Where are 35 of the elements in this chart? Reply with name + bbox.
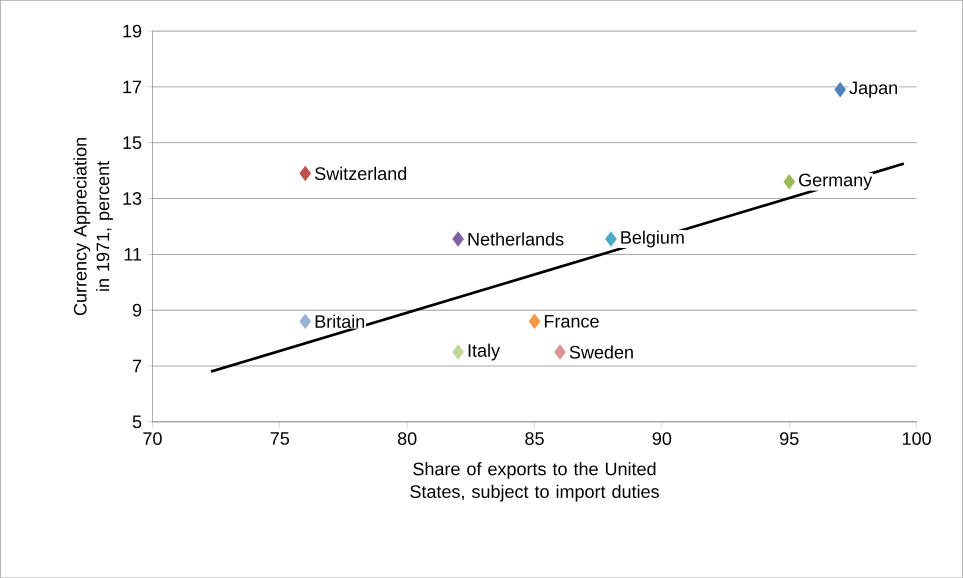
x-axis-title: Share of exports to the United States, subject to import duties (410, 462, 659, 502)
point (554, 344, 566, 360)
point (300, 314, 312, 329)
x-tick-label: 80 (398, 432, 416, 445)
series-label: Japan (849, 82, 897, 98)
series-label: France (544, 314, 599, 328)
series-label: Switzerland (315, 166, 406, 180)
y-axis-title: Currency Appreciation in 1971, percent (73, 138, 113, 315)
point (783, 174, 796, 190)
x-tick-label: 70 (143, 432, 162, 445)
series-label: Britain (316, 314, 364, 328)
series-label: Sweden (570, 345, 633, 359)
y-tick-label: 11 (124, 248, 142, 260)
y-tick-label: 19 (123, 24, 142, 38)
point (528, 314, 540, 329)
y-tick-label: 13 (123, 192, 142, 205)
series-label: Germany (799, 174, 872, 190)
y-tick-label: 15 (123, 136, 142, 149)
point (605, 231, 617, 246)
point (452, 231, 464, 246)
point (834, 82, 846, 98)
point (452, 344, 464, 360)
x-tick-label: 85 (525, 432, 544, 445)
series-label: Belgium (621, 230, 684, 248)
y-tick-label: 5 (132, 415, 142, 428)
series-label: Netherlands (468, 232, 564, 246)
y-tick-label: 9 (132, 304, 142, 316)
point (300, 166, 312, 181)
x-tick-label: 75 (270, 432, 290, 445)
x-tick-label: 90 (652, 432, 672, 445)
x-tick-label: 95 (780, 432, 798, 445)
series-label: Italy (468, 344, 500, 360)
x-tick-label: 100 (902, 432, 931, 445)
y-tick-label: 7 (132, 360, 142, 372)
y-tick-label: 17 (123, 80, 142, 93)
